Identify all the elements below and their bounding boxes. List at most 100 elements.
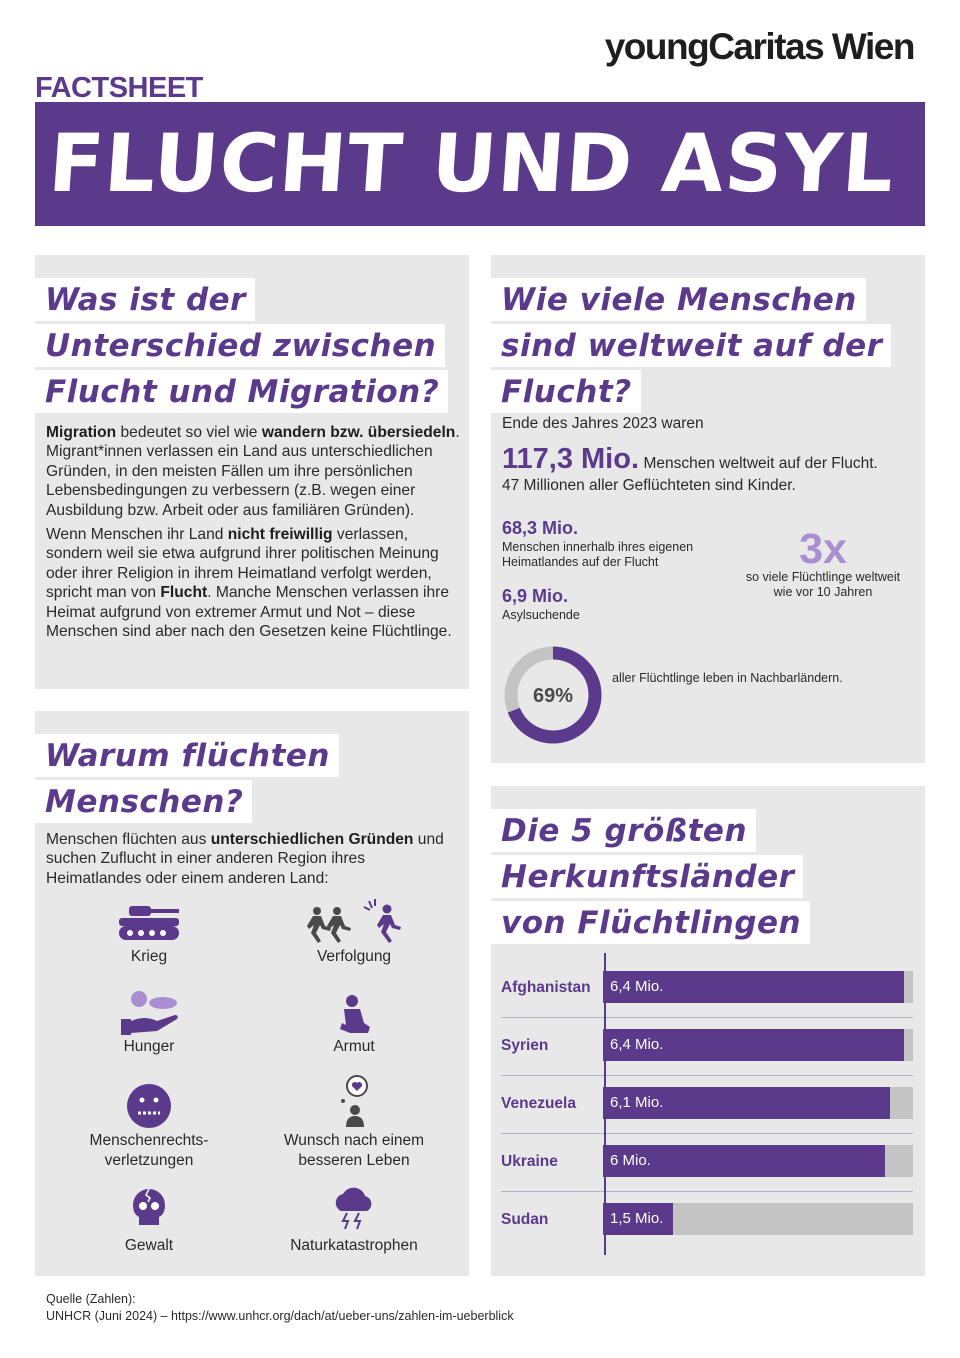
heading-line: von Flüchtlingen bbox=[491, 901, 811, 944]
card-herkunftslaender: Die 5 größten Herkunftsländer von Flücht… bbox=[491, 786, 925, 1276]
running-people-icon bbox=[303, 899, 407, 952]
bar-track: 6,4 Mio. bbox=[603, 971, 913, 1003]
bar-track: 1,5 Mio. bbox=[603, 1203, 913, 1235]
gagged-face-icon bbox=[126, 1083, 172, 1134]
stat-internal-value: 68,3 Mio. bbox=[502, 518, 579, 538]
bar bbox=[603, 1029, 904, 1061]
storm-cloud-icon bbox=[331, 1183, 377, 1238]
stats-intro: Ende des Jahres 2023 waren bbox=[502, 415, 704, 432]
row-divider bbox=[501, 1017, 913, 1018]
reason-label: Menschenrechts- verletzungen bbox=[89, 1132, 209, 1169]
bar-category-label: Ukraine bbox=[501, 1153, 558, 1170]
heading-line: Warum flüchten bbox=[35, 734, 340, 777]
brand-logo: youngCaritas Wien bbox=[604, 26, 916, 67]
paragraph-migration: Migration bedeutet so viel wie wandern b… bbox=[46, 423, 462, 520]
card-wie-viele: Wie viele Menschen sind weltweit auf der… bbox=[491, 255, 925, 763]
reason-label: Hunger bbox=[123, 1038, 175, 1055]
tank-icon bbox=[117, 904, 181, 949]
reason-label: Krieg bbox=[130, 948, 168, 965]
bar-row: Ukraine 6 Mio. bbox=[491, 1133, 913, 1191]
donut-label: 69% bbox=[533, 685, 573, 707]
card-flucht-migration: Was ist der Unterschied zwischen Flucht … bbox=[35, 255, 469, 689]
text-run: verlassen, sondern weil sie etwa aufgrun… bbox=[46, 526, 439, 602]
heading-line: Herkunftsländer bbox=[491, 855, 804, 898]
card-warum-fluechten: Warum flüchten Menschen? Menschen flücht… bbox=[35, 711, 469, 1276]
bar-row: Syrien 6,4 Mio. bbox=[491, 1017, 913, 1075]
text-run: . Migrant*innen verlassen ein Land aus u… bbox=[46, 424, 460, 519]
bar-chart: Afghanistan 6,4 Mio. Syrien 6,4 Mio. Venezue… bbox=[491, 953, 925, 1269]
source-label: Quelle (Zahlen): bbox=[46, 1292, 136, 1306]
source-reference: UNHCR (Juni 2024) – https://www.unhcr.or… bbox=[46, 1309, 514, 1323]
donut-text: aller Flüchtlinge leben in Nachbarländer… bbox=[612, 671, 843, 685]
text-run: . Manche Menschen verlassen ihre Heimat … bbox=[46, 584, 452, 641]
bar-category-label: Venezuela bbox=[501, 1095, 576, 1112]
bar bbox=[603, 1087, 890, 1119]
reason-label: Armut bbox=[333, 1038, 375, 1055]
bar-track: 6,4 Mio. bbox=[603, 1029, 913, 1061]
bold-text: unterschiedlichen Gründen bbox=[210, 831, 414, 848]
heading-herkunftslaender: Die 5 größten Herkunftsländer von Flücht… bbox=[491, 806, 811, 944]
bar-track: 6 Mio. bbox=[603, 1145, 913, 1177]
stat-asylum-text: Asylsuchende bbox=[502, 608, 580, 622]
bar-row: Afghanistan 6,4 Mio. bbox=[491, 959, 913, 1017]
bar-track: 6,1 Mio. bbox=[603, 1087, 913, 1119]
bar bbox=[603, 971, 904, 1003]
bar-value-label: 6,1 Mio. bbox=[610, 1094, 664, 1111]
text-warum-intro: Menschen flüchten aus unterschiedlichen … bbox=[46, 830, 456, 893]
bar bbox=[603, 1145, 885, 1177]
donut-arc bbox=[504, 646, 602, 744]
page-title: FLUCHT UND ASYL bbox=[45, 117, 898, 210]
heading-line: Unterschied zwischen bbox=[35, 324, 446, 367]
stat-children: 47 Millionen aller Geflüchteten sind Kin… bbox=[502, 477, 796, 494]
stat-multiplier-value: 3x bbox=[799, 525, 847, 573]
text-run: Wenn Menschen ihr Land bbox=[46, 526, 228, 544]
person-heart-icon bbox=[335, 1075, 375, 1136]
broken-skull-icon bbox=[131, 1187, 167, 1236]
bar-row: Venezuela 6,1 Mio. bbox=[491, 1075, 913, 1133]
text-flucht-migration: Migration bedeutet so viel wie wandern b… bbox=[46, 423, 462, 646]
text-run: und suchen Zuflucht in einer anderen Reg… bbox=[46, 831, 444, 887]
chart-axis bbox=[604, 953, 606, 1255]
heading-line: Wie viele Menschen bbox=[491, 278, 866, 321]
heading-line: Flucht? bbox=[491, 370, 641, 413]
stat-total-text: Menschen weltweit auf der Flucht. bbox=[643, 455, 878, 472]
heading-line: Was ist der bbox=[35, 278, 255, 321]
row-divider bbox=[501, 1133, 913, 1134]
reason-label: Gewalt bbox=[124, 1237, 174, 1254]
bar-category-label: Syrien bbox=[501, 1037, 549, 1054]
bar-value-label: 6 Mio. bbox=[610, 1152, 651, 1169]
reason-label: Wunsch nach einem besseren Leben bbox=[283, 1132, 425, 1169]
bar-value-label: 6,4 Mio. bbox=[610, 978, 664, 995]
heading-line: Menschen? bbox=[35, 780, 253, 823]
paragraph-flucht: Wenn Menschen ihr Land nicht freiwillig … bbox=[46, 525, 462, 641]
stat-total: 117,3 Mio. Menschen weltweit auf der Flu… bbox=[502, 443, 922, 476]
kneeling-person-icon bbox=[334, 993, 374, 1042]
heading-flucht-migration: Was ist der Unterschied zwischen Flucht … bbox=[35, 275, 449, 413]
bar-value-label: 1,5 Mio. bbox=[610, 1210, 664, 1227]
heading-line: Flucht und Migration? bbox=[35, 370, 449, 413]
text-run: bedeutet so viel wie bbox=[116, 424, 262, 441]
stat-multiplier-text: so viele Flüchtlinge weltweit wie vor 10… bbox=[745, 570, 901, 599]
bar-row: Sudan 1,5 Mio. bbox=[491, 1191, 913, 1249]
bold-text: Flucht bbox=[160, 584, 208, 602]
source-note: Quelle (Zahlen): UNHCR (Juni 2024) – htt… bbox=[46, 1291, 514, 1325]
bar-category-label: Sudan bbox=[501, 1211, 549, 1228]
row-divider bbox=[501, 1075, 913, 1076]
stat-total-value: 117,3 Mio. bbox=[502, 443, 640, 475]
text-run: Menschen flüchten aus bbox=[46, 831, 211, 848]
reason-label: Verfolgung bbox=[316, 948, 392, 965]
row-divider bbox=[501, 1191, 913, 1192]
donut-chart: 69% bbox=[501, 643, 605, 752]
bold-text: wandern bzw. übersiedeln bbox=[261, 424, 456, 441]
hand-with-food-icon bbox=[119, 989, 179, 1042]
bar bbox=[603, 1203, 674, 1235]
heading-line: sind weltweit auf der bbox=[491, 324, 892, 367]
bar-value-label: 6,4 Mio. bbox=[610, 1036, 664, 1053]
heading-line: Die 5 größten bbox=[491, 809, 757, 852]
factsheet-label: FACTSHEET bbox=[35, 72, 203, 104]
stat-internal-text: Menschen innerhalb ihres eigenen Heimatl… bbox=[502, 540, 694, 569]
heading-warum: Warum flüchten Menschen? bbox=[35, 731, 340, 823]
heading-wie-viele: Wie viele Menschen sind weltweit auf der… bbox=[491, 275, 892, 413]
reason-label: Naturkatastrophen bbox=[290, 1237, 418, 1254]
bold-text: nicht freiwillig bbox=[227, 526, 333, 544]
